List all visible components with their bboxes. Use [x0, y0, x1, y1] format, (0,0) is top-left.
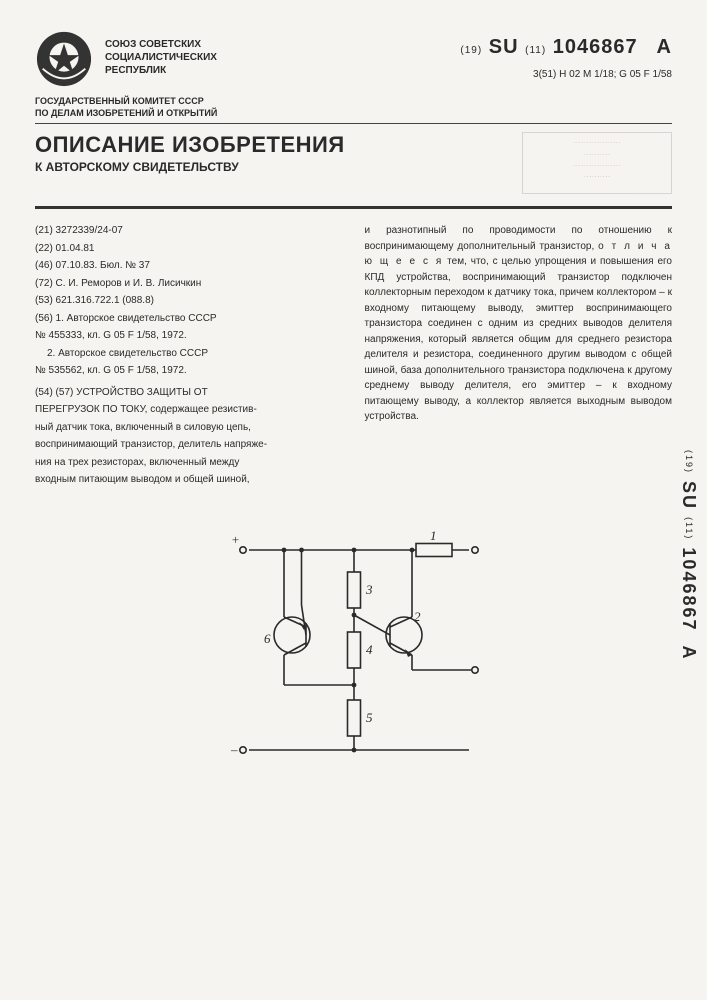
- title-block: ОПИСАНИЕ ИЗОБРЕТЕНИЯ К АВТОРСКОМУ СВИДЕТ…: [35, 132, 345, 174]
- abstract-p1b: тем, что, с целью упрощения и повышения …: [365, 256, 673, 422]
- ipc-prefix: 3(51): [533, 69, 556, 80]
- right-column: и разнотипный по проводимости по отношен…: [365, 223, 673, 490]
- field-56-1b: № 455333, кл. G 05 F 1/58, 1972.: [35, 328, 343, 344]
- stamp-l3: ··················: [527, 160, 667, 171]
- side-doc-code: (19) SU (11) 1046867 A: [678, 450, 699, 661]
- committee-l2: ПО ДЕЛАМ ИЗОБРЕТЕНИЙ И ОТКРЫТИЙ: [35, 108, 672, 120]
- doc-number-block: (19) SU (11) 1046867 A 3(51) Н 02 М 1/18…: [460, 30, 672, 80]
- left-column: (21) 3272339/24-07 (22) 01.04.81 (46) 07…: [35, 223, 343, 490]
- circuit-diagram: +1 – 3 4 5 2 6: [35, 520, 672, 780]
- field-72: (72) С. И. Реморов и И. В. Лисичкин: [35, 276, 343, 292]
- field-56-1: (56) 1. Авторское свидетельство СССР: [35, 311, 343, 327]
- field-22: (22) 01.04.81: [35, 241, 343, 257]
- svg-text:2: 2: [414, 609, 421, 624]
- ipc-codes: Н 02 М 1/18; G 05 F 1/58: [559, 69, 672, 80]
- field-56-2: 2. Авторское свидетельство СССР: [35, 346, 343, 362]
- side-11: (11): [684, 517, 694, 540]
- field-54-l5: ния на трех резисторах, включенный между: [35, 455, 343, 471]
- prefix-11: (11): [525, 45, 546, 56]
- stamp-l2: ··········: [527, 149, 667, 160]
- body-columns: (21) 3272339/24-07 (22) 01.04.81 (46) 07…: [35, 223, 672, 490]
- svg-text:6: 6: [264, 631, 271, 646]
- field-21: (21) 3272339/24-07: [35, 223, 343, 239]
- committee-l1: ГОСУДАРСТВЕННЫЙ КОМИТЕТ СССР: [35, 96, 672, 108]
- field-56-2b: № 535562, кл. G 05 F 1/58, 1972.: [35, 363, 343, 379]
- main-title: ОПИСАНИЕ ИЗОБРЕТЕНИЯ: [35, 132, 345, 158]
- svg-text:–: –: [230, 742, 238, 757]
- svg-text:4: 4: [366, 642, 373, 657]
- union-name: СОЮЗ СОВЕТСКИХ СОЦИАЛИСТИЧЕСКИХ РЕСПУБЛИ…: [105, 30, 217, 77]
- stamp-l4: ··········: [527, 171, 667, 182]
- stamp-l1: ··················: [527, 137, 667, 148]
- doc-number: 1046867: [553, 36, 638, 58]
- ussr-emblem-icon: [35, 30, 93, 88]
- field-54-title: (54) (57) УСТРОЙСТВО ЗАЩИТЫ ОТ: [35, 385, 343, 401]
- library-stamp: ·················· ·········· ··········…: [522, 132, 672, 194]
- side-num: 1046867: [679, 547, 699, 631]
- side-country: SU: [679, 481, 699, 510]
- field-54-l4: воспринимающий транзистор, делитель напр…: [35, 437, 343, 453]
- field-54-l3: ный датчик тока, включенный в силовую це…: [35, 420, 343, 436]
- svg-text:1: 1: [430, 528, 437, 543]
- title-divider: [35, 206, 672, 209]
- side-kind: A: [679, 646, 699, 661]
- prefix-19: (19): [460, 45, 482, 56]
- union-l1: СОЮЗ СОВЕТСКИХ: [105, 38, 217, 51]
- side-19: (19): [684, 450, 694, 474]
- field-53: (53) 621.316.722.1 (088.8): [35, 293, 343, 309]
- doc-kind: A: [657, 36, 672, 58]
- field-54-l6: входным питающим выводом и общей шиной,: [35, 472, 343, 488]
- header-row: СОЮЗ СОВЕТСКИХ СОЦИАЛИСТИЧЕСКИХ РЕСПУБЛИ…: [35, 30, 672, 88]
- doc-country: SU: [489, 36, 519, 58]
- committee: ГОСУДАРСТВЕННЫЙ КОМИТЕТ СССР ПО ДЕЛАМ ИЗ…: [35, 96, 672, 119]
- circuit-svg: +1 – 3 4 5 2 6: [214, 520, 494, 780]
- header-divider: [35, 123, 672, 124]
- field-54-l2: ПЕРЕГРУЗОК ПО ТОКУ, содержащее резистив-: [35, 402, 343, 418]
- sub-title: К АВТОРСКОМУ СВИДЕТЕЛЬСТВУ: [35, 160, 345, 174]
- union-l2: СОЦИАЛИСТИЧЕСКИХ: [105, 51, 217, 64]
- svg-text:5: 5: [366, 710, 373, 725]
- svg-text:+: +: [231, 532, 240, 547]
- union-l3: РЕСПУБЛИК: [105, 64, 217, 77]
- field-46: (46) 07.10.83. Бюл. № 37: [35, 258, 343, 274]
- svg-text:3: 3: [365, 582, 373, 597]
